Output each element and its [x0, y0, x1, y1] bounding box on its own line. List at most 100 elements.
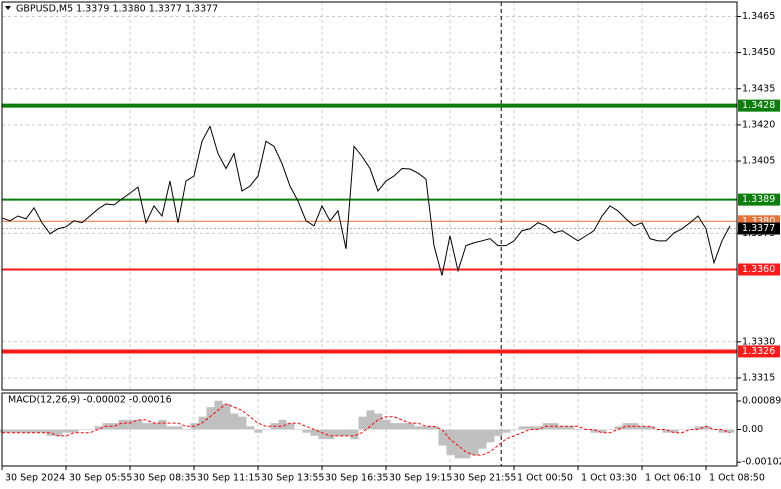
level-label-box	[738, 99, 780, 112]
macd-bar	[486, 429, 495, 443]
macd-bar	[422, 426, 431, 430]
x-tick-label: 30 Sep 21:55	[453, 473, 516, 484]
macd-bar	[374, 413, 383, 430]
macd-bar	[590, 429, 599, 433]
macd-bar	[326, 429, 335, 440]
macd-bar	[646, 426, 655, 430]
macd-bar	[606, 429, 615, 430]
macd-bar	[718, 429, 727, 433]
last-price-label: 1.3377	[742, 223, 775, 234]
macd-bar	[182, 429, 191, 430]
macd-bar	[246, 426, 255, 430]
x-tick-label: 1 Oct 03:30	[581, 473, 637, 484]
macd-bar	[14, 429, 23, 433]
macd-bar	[70, 429, 79, 433]
macd-bar	[318, 429, 327, 440]
chart-title: GBPUSD,M5 1.3379 1.3380 1.3377 1.3377	[16, 4, 218, 15]
macd-bar	[214, 400, 223, 430]
macd-bar	[118, 419, 127, 430]
macd-bar	[566, 426, 575, 430]
y-tick-label: -0.00102	[742, 457, 781, 468]
y-tick-label: 0.00089	[742, 396, 781, 407]
macd-bar	[414, 426, 423, 430]
y-tick-label: 0.00	[742, 424, 763, 435]
macd-bar	[686, 429, 695, 430]
y-tick-label: 1.3435	[742, 83, 775, 94]
macd-bar	[366, 410, 375, 430]
macd-bar	[598, 429, 607, 433]
macd-bar	[350, 429, 359, 440]
last-price-box	[738, 222, 780, 235]
macd-bar	[134, 419, 143, 430]
macd-bar	[302, 429, 311, 433]
signal-line	[2, 403, 731, 456]
x-tick-label: 1 Oct 08:50	[709, 473, 765, 484]
main-panel-frame	[1, 1, 738, 391]
macd-bar	[294, 429, 303, 430]
macd-bar	[510, 429, 519, 430]
macd-bar	[254, 429, 263, 433]
macd-bar	[534, 426, 543, 430]
macd-bar	[702, 426, 711, 430]
macd-bar	[142, 423, 151, 430]
level-label: 1.3326	[742, 346, 775, 357]
level-label: 1.3360	[742, 264, 775, 275]
macd-bar	[62, 429, 71, 433]
macd-bar	[502, 429, 511, 433]
y-tick-label: 1.3315	[742, 372, 775, 383]
macd-bar	[678, 429, 687, 430]
y-tick-label: 1.3420	[742, 119, 775, 130]
macd-bar	[30, 429, 39, 433]
macd-bar	[494, 429, 503, 436]
macd-bar	[150, 423, 159, 430]
macd-bar	[574, 429, 583, 430]
macd-bar	[662, 429, 671, 433]
x-tick-label: 30 Sep 13:55	[261, 473, 324, 484]
macd-bar	[166, 426, 175, 430]
x-tick-label: 30 Sep 16:35	[325, 473, 388, 484]
macd-bar	[310, 429, 319, 436]
macd-panel-frame	[1, 392, 738, 467]
macd-bar	[78, 429, 87, 430]
macd-bar	[158, 419, 167, 430]
x-tick-label: 30 Sep 08:35	[133, 473, 196, 484]
y-tick-label: 1.3450	[742, 47, 775, 58]
macd-bar	[694, 426, 703, 430]
macd-bar	[0, 429, 7, 433]
y-tick-label: 1.3405	[742, 156, 775, 167]
macd-bar	[518, 426, 527, 430]
macd-bar	[238, 416, 247, 430]
macd-bar	[46, 429, 55, 436]
x-tick-label: 30 Sep 19:15	[389, 473, 452, 484]
macd-bar	[726, 429, 735, 433]
level-label-box	[738, 345, 780, 358]
x-tick-label: 1 Oct 00:50	[517, 473, 573, 484]
macd-bar	[406, 423, 415, 430]
macd-bar	[54, 429, 63, 436]
y-tick-label: 1.3465	[742, 11, 775, 22]
macd-bar	[126, 419, 135, 430]
macd-title: MACD(12,26,9) -0.00002 -0.00016	[8, 395, 172, 406]
x-tick-label: 30 Sep 05:55	[69, 473, 132, 484]
level-label: 1.3389	[742, 194, 775, 205]
y-tick-label: 1.3330	[742, 336, 775, 347]
macd-bar	[526, 426, 535, 430]
macd-bar	[430, 426, 439, 430]
macd-bar	[206, 407, 215, 430]
macd-bar	[86, 429, 95, 430]
price-line	[1, 125, 731, 276]
macd-bar	[110, 423, 119, 430]
level-label: 1.3428	[742, 100, 775, 111]
macd-bar	[454, 429, 463, 459]
macd-bar	[94, 426, 103, 430]
level-label-box	[738, 193, 780, 206]
macd-bar	[38, 429, 47, 433]
macd-bar	[174, 426, 183, 430]
macd-bar	[446, 429, 455, 456]
macd-bar	[622, 423, 631, 430]
macd-bar	[462, 429, 471, 459]
macd-bar	[390, 423, 399, 430]
macd-bar	[398, 423, 407, 430]
